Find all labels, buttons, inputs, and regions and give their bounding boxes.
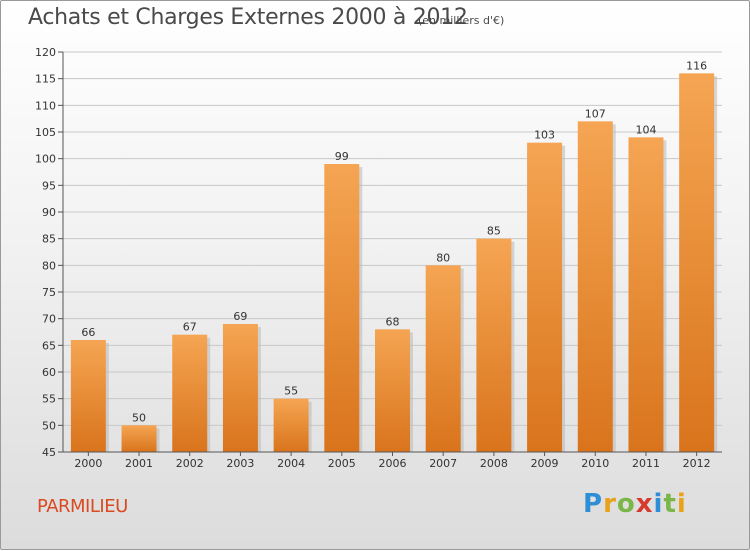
logo-letter: P (583, 489, 604, 519)
x-tick-label: 2000 (74, 457, 102, 470)
x-tick-label: 2002 (176, 457, 204, 470)
bar-2006 (375, 329, 410, 452)
x-tick-label: 2012 (683, 457, 711, 470)
y-tick-label: 110 (35, 99, 56, 112)
proxiti-logo: Proxiti (583, 489, 687, 519)
bar-2002 (172, 334, 208, 452)
y-tick-label: 120 (35, 46, 56, 59)
value-label: 107 (585, 107, 606, 120)
x-tick-label: 2004 (277, 457, 305, 470)
value-label: 69 (233, 310, 247, 323)
bar-2012 (679, 73, 715, 452)
y-tick-label: 55 (42, 393, 56, 406)
bar-2009 (527, 142, 563, 452)
value-label: 99 (335, 150, 349, 163)
y-tick-label: 60 (42, 366, 56, 379)
y-tick-label: 70 (42, 313, 56, 326)
y-tick-label: 50 (42, 419, 56, 432)
value-label: 80 (436, 251, 450, 264)
value-label: 68 (386, 315, 400, 328)
x-tick-label: 2005 (328, 457, 356, 470)
logo-letter: i (653, 489, 664, 519)
chart-title: Achats et Charges Externes 2000 à 2012 (28, 5, 468, 30)
x-tick-label: 2010 (581, 457, 609, 470)
bar-2001 (121, 425, 157, 452)
y-tick-label: 45 (42, 446, 56, 459)
bar-2000 (70, 340, 106, 452)
bar-2005 (324, 164, 360, 452)
value-label: 50 (132, 411, 146, 424)
logo-letter: x (635, 489, 654, 519)
bar-2003 (222, 324, 258, 452)
place-name: PARMILIEU (37, 496, 128, 517)
y-tick-label: 100 (35, 153, 56, 166)
bar-2004 (273, 398, 309, 452)
value-label: 103 (534, 129, 555, 142)
y-tick-label: 85 (42, 233, 56, 246)
y-tick-label: 115 (35, 73, 56, 86)
y-tick-label: 95 (42, 179, 56, 192)
axes: 45 50 55 60 65 70 75 80 85 90 95 100 105 110 115 120 200… (35, 46, 722, 470)
x-tick-label: 2006 (379, 457, 407, 470)
value-label: 66 (81, 326, 95, 339)
x-tick-label: 2011 (632, 457, 660, 470)
x-tick-label: 2003 (226, 457, 254, 470)
bar-2010 (577, 121, 613, 452)
value-label: 55 (284, 385, 298, 398)
y-tick-label: 90 (42, 206, 56, 219)
value-label: 67 (183, 321, 197, 334)
x-tick-label: 2001 (125, 457, 153, 470)
bar-2007 (425, 265, 461, 452)
logo-letter: t (663, 489, 677, 519)
x-tick-label: 2009 (531, 457, 559, 470)
bars: 66 50 67 69 55 99 68 80 85 103 107 104 116 (70, 59, 718, 453)
logo-letter: i (676, 489, 687, 519)
x-tick-label: 2008 (480, 457, 508, 470)
logo-letter: o (616, 489, 636, 519)
y-tick-label: 105 (35, 126, 56, 139)
value-label: 116 (686, 59, 707, 72)
logo-letter: r (603, 489, 617, 519)
y-tick-label: 80 (42, 259, 56, 272)
bar-2008 (476, 238, 512, 452)
y-tick-label: 65 (42, 339, 56, 352)
value-label: 85 (487, 225, 501, 238)
bar-2011 (628, 137, 664, 453)
chart-subtitle: (en milliers d'€) (418, 14, 505, 27)
x-tick-label: 2007 (429, 457, 457, 470)
value-label: 104 (635, 123, 656, 136)
y-tick-label: 75 (42, 286, 56, 299)
